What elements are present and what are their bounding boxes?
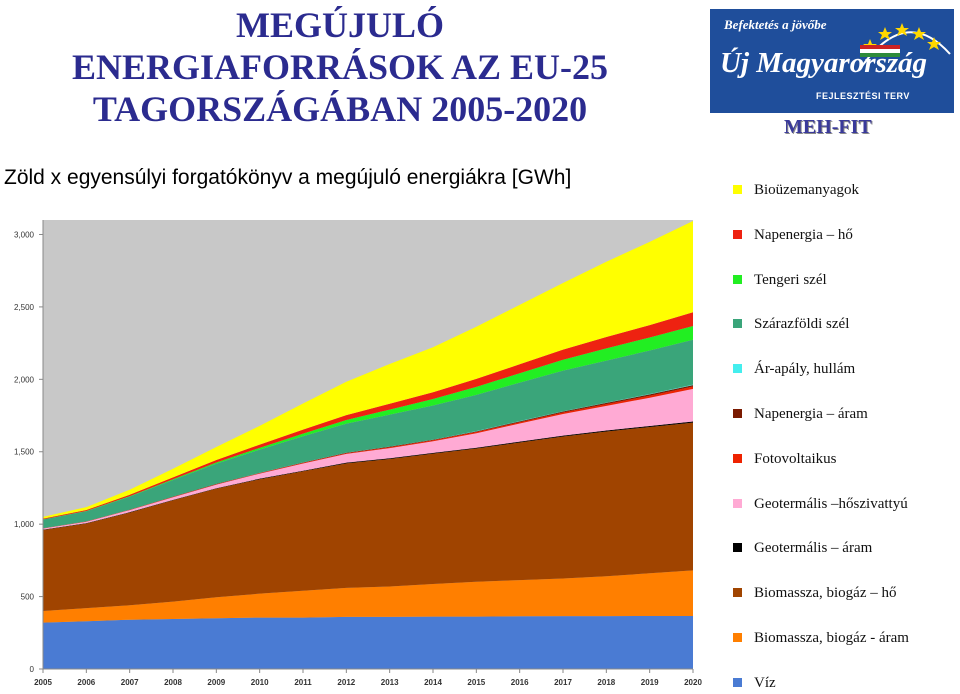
area-series-0 — [43, 615, 693, 669]
x-tick-label: 2006 — [77, 678, 95, 687]
legend-label: Szárazföldi szél — [754, 316, 850, 333]
x-tick-label: 2009 — [207, 678, 225, 687]
area-series-8 — [43, 339, 693, 529]
legend-swatch — [733, 185, 742, 194]
x-tick-label: 2018 — [597, 678, 615, 687]
area-series-4 — [43, 388, 693, 530]
legend-swatch — [733, 319, 742, 329]
logo-subtitle: FEJLESZTÉSI TERV — [816, 91, 910, 101]
x-tick-label: 2019 — [641, 678, 659, 687]
legend-label: Geotermális – áram — [754, 540, 873, 557]
x-tick-label: 2013 — [381, 678, 399, 687]
logo-caption: MEH-FIT — [784, 116, 872, 138]
legend-swatch — [733, 543, 742, 553]
legend-swatch — [733, 229, 742, 239]
x-tick-label: 2010 — [251, 678, 269, 687]
y-tick-label: 2,500 — [14, 303, 35, 312]
logo-tagline: Befektetés a jövőbe — [724, 17, 827, 32]
legend-label: Bioüzemanyagok — [754, 182, 859, 198]
legend-swatch — [733, 588, 742, 598]
y-tick-label: 0 — [30, 665, 35, 674]
legend-swatch — [733, 498, 742, 508]
title-line-2: ENERGIAFORRÁSOK AZ EU-25 — [71, 47, 609, 87]
legend-label: Geotermális –hőszivattyú — [754, 495, 908, 512]
legend-label: Tengeri szél — [754, 271, 827, 288]
legend-swatch — [733, 453, 742, 463]
area-series-9 — [43, 326, 693, 520]
x-tick-label: 2015 — [467, 678, 485, 687]
title-line-3: TAGORSZÁGÁBAN 2005-2020 — [92, 89, 588, 129]
legend-swatch — [733, 364, 742, 374]
area-series-5 — [43, 386, 693, 529]
y-tick-label: 1,500 — [14, 448, 35, 457]
x-tick-label: 2020 — [684, 678, 702, 687]
legend-label: Biomassza, biogáz – hő — [754, 585, 897, 602]
x-tick-label: 2012 — [337, 678, 355, 687]
legend-label: Napenergia – hő — [754, 226, 853, 243]
area-series-1 — [43, 570, 693, 623]
legend-label: Víz — [754, 674, 776, 691]
legend-label: Fotovoltaikus — [754, 450, 837, 467]
legend-swatch — [733, 274, 742, 284]
uj-magyarorszag-logo: Befektetés a jövőbe Új Magyarország FEJL… — [710, 9, 954, 113]
stacked-area-chart: 0 500 1,000 1,500 2,000 2,500 3,000 2005 2006 200… — [14, 220, 702, 687]
legend-label: Biomassza, biogáz - áram — [754, 630, 909, 646]
logo-name: Új Magyarország — [720, 47, 928, 79]
x-tick-label: 2016 — [511, 678, 529, 687]
x-tick-label: 2011 — [294, 678, 312, 687]
logo-decoration-icon — [859, 23, 951, 70]
y-tick-label: 3,000 — [14, 230, 35, 239]
legend-label: Ár-apály, hullám — [754, 361, 856, 378]
title-line-1: MEGÚJULÓ — [235, 5, 444, 45]
chart-legend: Bioüzemanyagok Napenergia – hő Tengeri szé… — [733, 0, 960, 694]
x-tick-label: 2014 — [424, 678, 442, 687]
legend-swatch — [733, 633, 742, 642]
page-title: MEGÚJULÓ ENERGIAFORRÁSOK AZ EU-25 TAGORS… — [0, 4, 680, 130]
legend-label: Napenergia – áram — [754, 406, 868, 422]
y-tick-label: 1,000 — [14, 520, 35, 529]
x-tick-label: 2008 — [164, 678, 182, 687]
area-series-2 — [43, 422, 693, 612]
legend-swatch — [733, 677, 742, 687]
x-tick-label: 2017 — [554, 678, 572, 687]
legend-swatch — [733, 409, 742, 418]
chart-subtitle: Zöld x egyensúlyi forgatókönyv a megújul… — [4, 166, 572, 189]
area-series-6 — [43, 385, 693, 529]
y-tick-label: 500 — [21, 593, 35, 602]
x-tick-label: 2007 — [121, 678, 139, 687]
area-series-10 — [43, 312, 693, 520]
x-tick-label: 2005 — [34, 678, 52, 687]
y-tick-label: 2,000 — [14, 375, 35, 384]
